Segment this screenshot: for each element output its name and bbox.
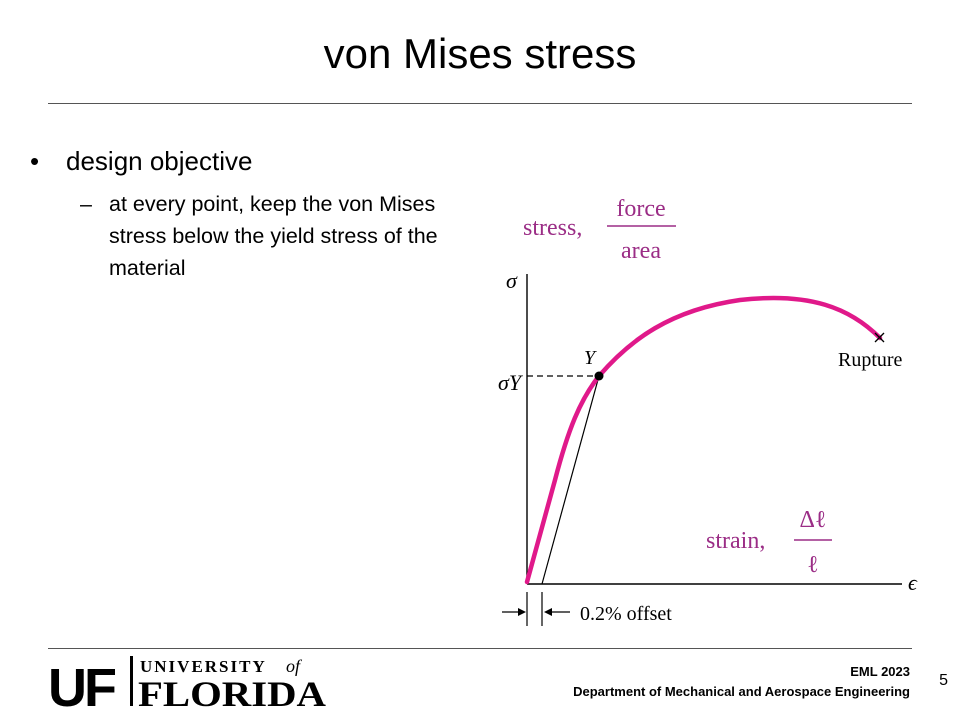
bullet-dot: • (30, 146, 40, 176)
stress-numerator: force (616, 196, 665, 222)
sub-bullet-dash: – (80, 192, 92, 216)
rupture-label: Rupture (838, 349, 903, 371)
strain-denominator: ℓ (807, 552, 819, 578)
logo-divider (130, 656, 133, 706)
logo-uf: UF (48, 658, 116, 712)
rupture-marker (874, 332, 885, 343)
stress-denominator: area (621, 238, 661, 264)
page-number: 5 (939, 672, 948, 689)
course-code: EML 2023 (850, 664, 910, 679)
logo-university: UNIVERSITY (140, 657, 267, 676)
offset-line (541, 375, 600, 585)
offset-label: 0.2% offset (580, 603, 672, 625)
yield-point-marker (594, 371, 604, 381)
footer-divider (48, 648, 912, 649)
uf-logo: UF UNIVERSITY of FLORIDA (48, 656, 326, 712)
strain-numerator: Δℓ (800, 507, 827, 533)
sub-bullet-text: at every point, keep the von Mises stres… (109, 192, 438, 280)
logo-florida: FLORIDA (138, 674, 326, 712)
offset-arrow-right (544, 608, 570, 616)
logo-of: of (286, 656, 303, 676)
title-divider (48, 103, 912, 104)
bullet-item: • design objective (30, 146, 252, 177)
x-axis-symbol: ϵ (908, 570, 918, 595)
slide-title: von Mises stress (323, 30, 637, 77)
y-axis-symbol: σ (506, 268, 518, 293)
yield-point-label: Y (584, 347, 597, 369)
department-name: Department of Mechanical and Aerospace E… (573, 684, 910, 699)
strain-label: strain, (706, 528, 765, 554)
bullet-text: design objective (66, 146, 253, 176)
stress-strain-curve (524, 295, 883, 585)
stress-label: stress, (523, 215, 582, 241)
offset-arrow-left (502, 608, 526, 616)
stress-strain-figure: stress, force area σ ϵ σY Y Rupture stra… (498, 196, 918, 626)
yield-stress-symbol: σY (498, 370, 524, 395)
